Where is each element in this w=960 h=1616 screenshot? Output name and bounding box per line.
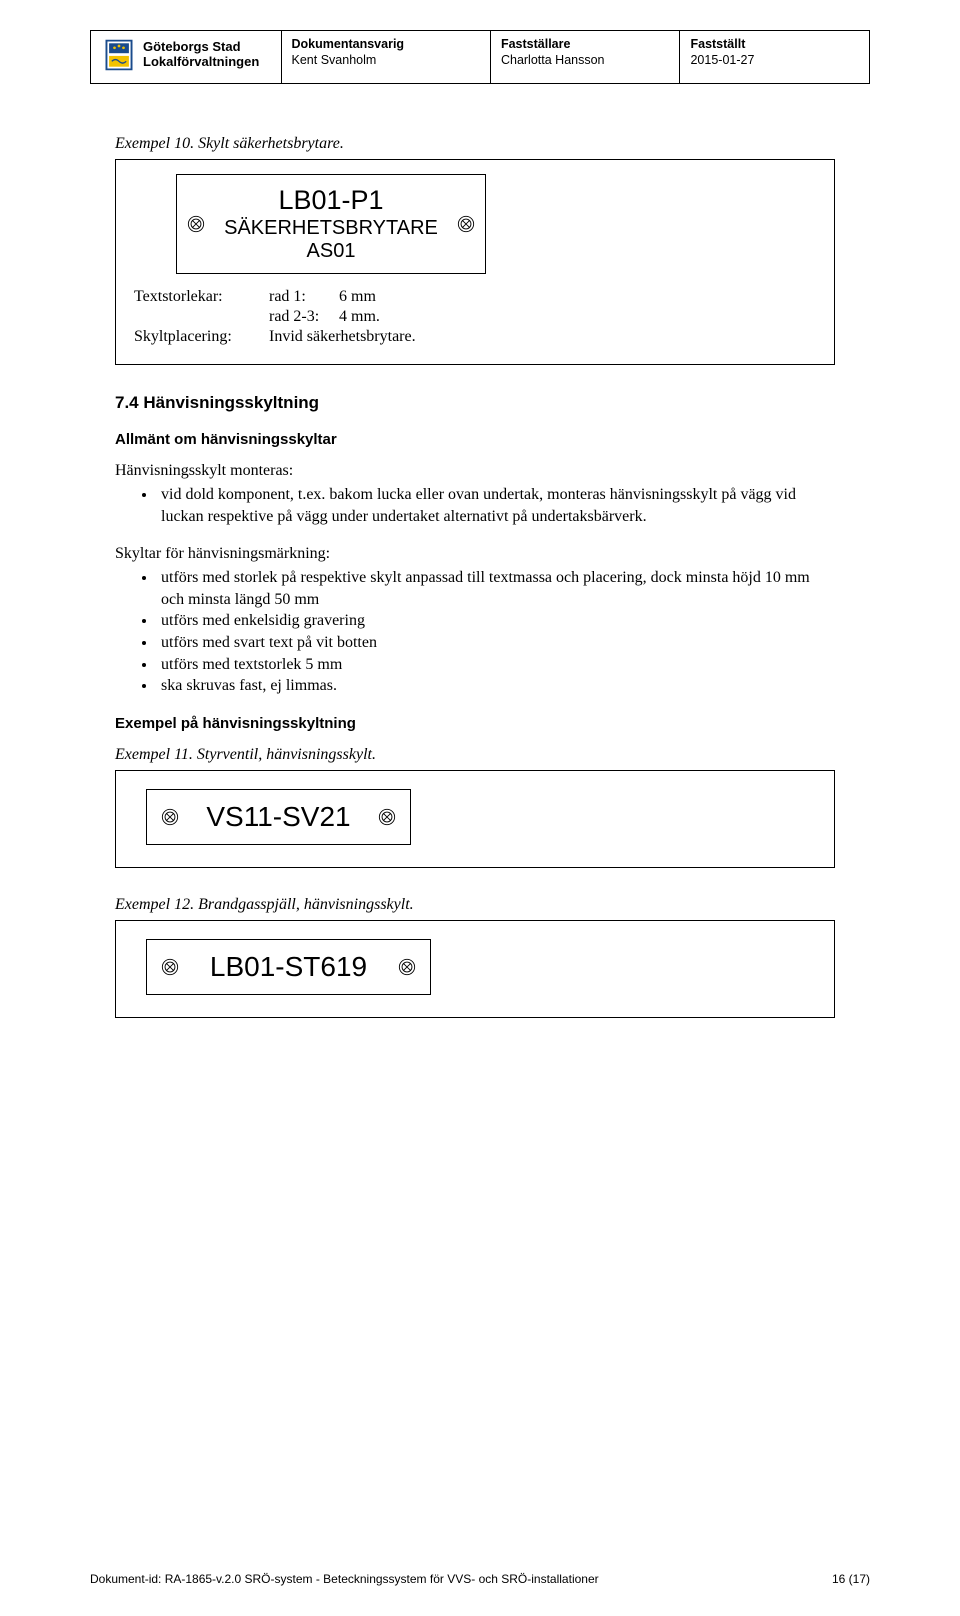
hdr-val-1: Kent Svanholm (292, 53, 480, 67)
ex12-text: LB01-ST619 (210, 951, 367, 983)
sp-val: Invid säkerhetsbrytare. (269, 328, 834, 346)
ex12-box: LB01-ST619 (115, 920, 835, 1018)
ex11-text: VS11-SV21 (206, 801, 350, 833)
screw-icon (187, 215, 205, 233)
sec-74-title: 7.4 Hänvisningsskyltning (115, 393, 835, 413)
hdr-label-2: Fastställare (501, 37, 670, 51)
header-col-ansvarig: Dokumentansvarig Kent Svanholm (281, 31, 490, 83)
page-content: Exempel 10. Skylt säkerhetsbrytare. LB01… (115, 135, 835, 1046)
b2a: utförs med storlek på respektive skylt a… (157, 567, 835, 610)
screw-icon (161, 808, 179, 826)
ts-label: Textstorlekar: (134, 288, 269, 306)
ex10-plate-text: LB01-P1 SÄKERHETSBRYTARE AS01 (224, 185, 438, 262)
hdr-label-3: Fastställt (690, 37, 859, 51)
hdr-val-3: 2015-01-27 (690, 53, 859, 67)
screw-icon (457, 215, 475, 233)
ex10-textsize: Textstorlekar: rad 1: 6 mm rad 2-3: 4 mm… (134, 288, 834, 346)
b2c: utförs med svart text på vit botten (157, 632, 835, 654)
bullets-1: vid dold komponent, t.ex. bakom lucka el… (115, 484, 835, 527)
ex10-box: LB01-P1 SÄKERHETSBRYTARE AS01 Textstorle… (115, 159, 835, 365)
header-logo-text: Göteborgs Stad Lokalförvaltningen (143, 40, 259, 70)
ex12-caption: Exempel 12. Brandgasspjäll, hänvisningss… (115, 896, 835, 914)
screw-icon (161, 958, 179, 976)
logo-line2: Lokalförvaltningen (143, 55, 259, 70)
ts-r1b: 6 mm (339, 288, 834, 306)
b2b: utförs med enkelsidig gravering (157, 610, 835, 632)
ex10-caption: Exempel 10. Skylt säkerhetsbrytare. (115, 135, 835, 153)
logo-line1: Göteborgs Stad (143, 40, 259, 55)
footer-left: Dokument-id: RA-1865-v.2.0 SRÖ-system - … (90, 1572, 599, 1586)
header-col-faststallt: Fastställt 2015-01-27 (679, 31, 869, 83)
doc-footer: Dokument-id: RA-1865-v.2.0 SRÖ-system - … (90, 1572, 870, 1586)
screw-icon (378, 808, 396, 826)
screw-icon (398, 958, 416, 976)
doc-header: Göteborgs Stad Lokalförvaltningen Dokume… (90, 30, 870, 84)
ts-r2b: 4 mm. (339, 308, 834, 326)
p1: Hänvisningsskylt monteras: (115, 462, 835, 480)
footer-right: 16 (17) (832, 1572, 870, 1586)
ts-r2a: rad 2-3: (269, 308, 339, 326)
hdr-val-2: Charlotta Hansson (501, 53, 670, 67)
ex10-line3: AS01 (224, 240, 438, 263)
sec-74-sub1: Allmänt om hänvisningsskyltar (115, 431, 835, 448)
ex11-box: VS11-SV21 (115, 770, 835, 868)
bullets-2: utförs med storlek på respektive skylt a… (115, 567, 835, 697)
ex11-caption: Exempel 11. Styrventil, hänvisningsskylt… (115, 746, 835, 764)
ex10-plate: LB01-P1 SÄKERHETSBRYTARE AS01 (176, 174, 486, 274)
ex10-line1: LB01-P1 (224, 185, 438, 216)
b1a: vid dold komponent, t.ex. bakom lucka el… (157, 484, 835, 527)
header-logo-cell: Göteborgs Stad Lokalförvaltningen (91, 31, 281, 83)
gothenburg-logo-icon (101, 37, 137, 73)
b2e: ska skruvas fast, ej limmas. (157, 675, 835, 697)
ex10-line2: SÄKERHETSBRYTARE (224, 217, 438, 240)
sec-74-sub2: Exempel på hänvisningsskyltning (115, 715, 835, 732)
sp-label: Skyltplacering: (134, 328, 269, 346)
hdr-label-1: Dokumentansvarig (292, 37, 480, 51)
p2: Skyltar för hänvisningsmärkning: (115, 545, 835, 563)
ts-r1a: rad 1: (269, 288, 339, 306)
header-col-faststallare: Fastställare Charlotta Hansson (490, 31, 680, 83)
ex12-plate: LB01-ST619 (146, 939, 431, 995)
b2d: utförs med textstorlek 5 mm (157, 654, 835, 676)
ex11-plate: VS11-SV21 (146, 789, 411, 845)
